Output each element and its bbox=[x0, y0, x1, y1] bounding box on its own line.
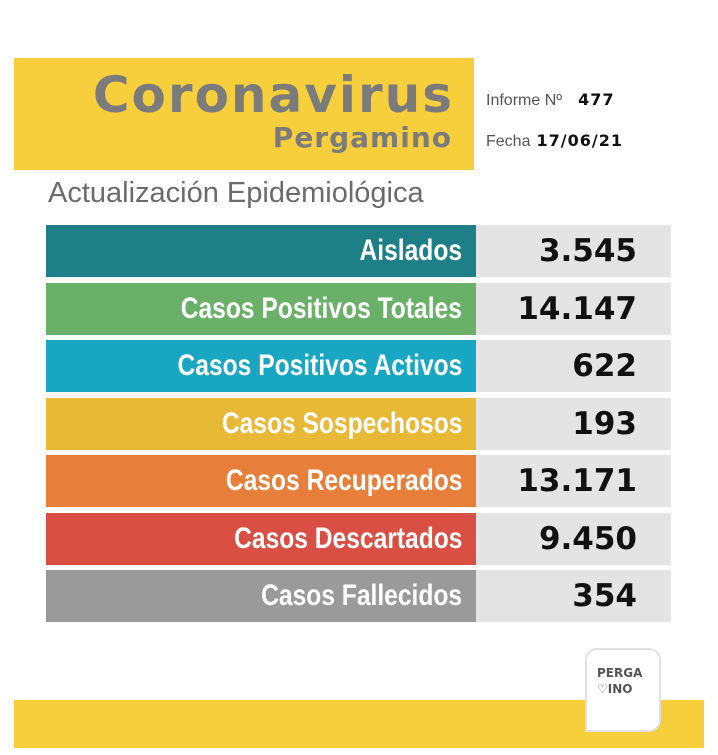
stats-table: Aislados 3.545 Casos Positivos Totales 1… bbox=[46, 225, 671, 628]
informe-value: 477 bbox=[578, 90, 615, 109]
fecha-label: Fecha bbox=[486, 133, 531, 150]
stat-value: 3.545 bbox=[476, 225, 671, 277]
section-title: Actualización Epidemiológica bbox=[48, 177, 424, 209]
stat-label: Casos Recuperados bbox=[46, 455, 476, 507]
stat-value: 622 bbox=[476, 340, 671, 392]
logo-text: PERGA ♡INO bbox=[597, 666, 643, 696]
stat-row-positivos-totales: Casos Positivos Totales 14.147 bbox=[46, 282, 671, 335]
report-date: Fecha 17/06/21 bbox=[486, 133, 623, 150]
stat-row-fallecidos: Casos Fallecidos 354 bbox=[46, 570, 671, 622]
stat-label: Aislados bbox=[46, 225, 476, 277]
page-title: Coronavirus bbox=[92, 66, 454, 124]
stat-value: 193 bbox=[476, 397, 671, 450]
stat-value: 14.147 bbox=[476, 282, 671, 335]
stat-value: 13.171 bbox=[476, 455, 671, 507]
stat-row-recuperados: Casos Recuperados 13.171 bbox=[46, 455, 671, 507]
stat-row-descartados: Casos Descartados 9.450 bbox=[46, 512, 671, 565]
stat-value: 354 bbox=[476, 570, 671, 622]
stat-row-sospechosos: Casos Sospechosos 193 bbox=[46, 397, 671, 450]
stat-row-aislados: Aislados 3.545 bbox=[46, 225, 671, 277]
stat-label: Casos Positivos Activos bbox=[46, 340, 476, 392]
stat-label: Casos Sospechosos bbox=[46, 397, 476, 450]
fecha-value: 17/06/21 bbox=[536, 131, 623, 150]
page-subtitle: Pergamino bbox=[272, 121, 452, 154]
informe-number: Informe Nº 477 bbox=[486, 92, 615, 109]
pergamino-logo: PERGA ♡INO bbox=[585, 648, 661, 732]
stat-row-positivos-activos: Casos Positivos Activos 622 bbox=[46, 340, 671, 392]
stat-label: Casos Positivos Totales bbox=[46, 282, 476, 335]
title-banner: Coronavirus Pergamino bbox=[14, 58, 474, 170]
informe-label: Informe Nº bbox=[486, 92, 563, 109]
stat-label: Casos Fallecidos bbox=[46, 570, 476, 622]
stat-label: Casos Descartados bbox=[46, 512, 476, 565]
stat-value: 9.450 bbox=[476, 512, 671, 565]
